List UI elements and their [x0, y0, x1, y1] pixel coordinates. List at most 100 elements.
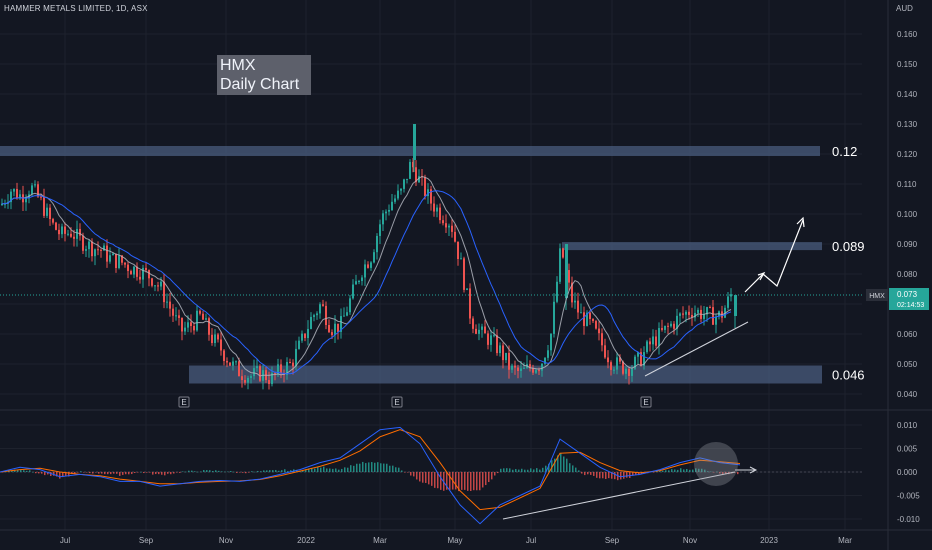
macd-histogram-bar — [86, 472, 88, 473]
macd-histogram-bar — [209, 470, 211, 472]
macd-histogram-bar — [104, 472, 106, 475]
macd-histogram-bar — [371, 462, 373, 472]
candle-up — [493, 335, 495, 337]
macd-histogram-bar — [242, 472, 244, 473]
macd-histogram-bar — [725, 472, 727, 474]
macd-histogram-bar — [197, 471, 199, 473]
macd-histogram-bar — [179, 472, 181, 473]
macd-histogram-bar — [413, 472, 415, 477]
candle-down — [217, 334, 219, 340]
candle-up — [10, 191, 12, 203]
candle-down — [655, 336, 657, 346]
candle-down — [322, 304, 324, 306]
candle-down — [289, 362, 291, 364]
candle-down — [304, 333, 306, 339]
candle-up — [403, 179, 405, 189]
candle-down — [121, 255, 123, 263]
macd-histogram-bar — [581, 472, 583, 474]
macd-histogram-bar — [296, 469, 298, 472]
candle-up — [205, 318, 207, 320]
candle-up — [565, 244, 568, 298]
candle-up — [413, 124, 416, 160]
candle-up — [355, 281, 357, 285]
macd-histogram-bar — [692, 469, 694, 472]
macd-histogram-bar — [194, 471, 196, 472]
macd-histogram-bar — [533, 469, 535, 472]
candle-down — [517, 367, 519, 371]
candle-up — [727, 296, 729, 308]
candle-down — [610, 362, 612, 370]
macd-histogram-bar — [368, 462, 370, 472]
macd-histogram-bar — [449, 472, 451, 490]
macd-tick-label: 0.005 — [897, 445, 918, 454]
candle-up — [391, 201, 393, 211]
price-tick-label: 0.060 — [897, 330, 918, 339]
macd-histogram-bar — [530, 468, 532, 472]
time-tick-label: Nov — [683, 536, 697, 545]
candle-down — [274, 372, 276, 374]
macd-histogram-bar — [704, 469, 706, 472]
candle-up — [361, 277, 363, 281]
candle-up — [301, 333, 303, 341]
candle-up — [580, 312, 582, 314]
candle-up — [556, 281, 558, 302]
price-tag-countdown: 02:14:53 — [897, 302, 924, 309]
candle-down — [433, 203, 435, 212]
candle-down — [628, 368, 630, 376]
macd-histogram-bar — [182, 471, 184, 472]
candle-up — [196, 310, 198, 331]
macd-histogram-bar — [485, 472, 487, 486]
macd-histogram-bar — [215, 470, 217, 472]
macd-histogram-bar — [347, 467, 349, 472]
macd-histogram-bar — [494, 472, 496, 476]
candle-up — [397, 190, 399, 199]
candle-down — [661, 328, 663, 330]
candle-up — [631, 368, 633, 376]
candle-up — [298, 340, 300, 349]
macd-histogram-bar — [515, 469, 517, 472]
candle-up — [319, 304, 321, 314]
macd-histogram-bar — [497, 472, 499, 474]
macd-histogram-bar — [623, 472, 625, 479]
candle-up — [670, 323, 672, 327]
candle-down — [127, 264, 129, 272]
macd-histogram-bar — [125, 472, 127, 475]
candle-down — [412, 161, 414, 168]
macd-histogram-bar — [446, 472, 448, 490]
macd-tick-label: 0.000 — [897, 468, 918, 477]
candle-down — [667, 325, 669, 327]
symbol-header[interactable]: HAMMER METALS LIMITED, 1D, ASX — [4, 4, 148, 13]
candle-up — [109, 255, 111, 262]
macd-trendline — [502, 471, 736, 520]
candle-up — [535, 370, 537, 373]
candle-up — [703, 314, 705, 319]
macd-tick-label: -0.005 — [897, 492, 920, 501]
candle-up — [340, 316, 342, 332]
macd-histogram-bar — [668, 470, 670, 472]
macd-histogram-bar — [467, 472, 469, 491]
macd-histogram-bar — [482, 472, 484, 488]
macd-histogram-bar — [596, 472, 598, 478]
earnings-marker — [178, 396, 190, 408]
candle-up — [187, 322, 189, 328]
time-tick-label: Mar — [838, 536, 852, 545]
candle-up — [427, 189, 429, 197]
candle-down — [595, 321, 597, 329]
macd-signal-line — [0, 429, 741, 511]
macd-histogram-bar — [212, 470, 214, 472]
candle-up — [352, 284, 354, 299]
macd-histogram-bar — [185, 471, 187, 473]
title-symbol: HMX — [220, 57, 256, 74]
price-tick-label: 0.120 — [897, 150, 918, 159]
candle-down — [91, 241, 93, 257]
candle-up — [388, 210, 390, 212]
macd-histogram-bar — [605, 472, 607, 480]
macd-histogram-bar — [689, 469, 691, 472]
time-tick-label: Jul — [526, 536, 536, 545]
macd-histogram-bar — [329, 468, 331, 472]
macd-histogram-bar — [473, 472, 475, 491]
price-tag: HMX 0.073 02:14:53 — [866, 288, 929, 310]
macd-histogram-bar — [722, 472, 724, 475]
candles — [1, 124, 737, 390]
